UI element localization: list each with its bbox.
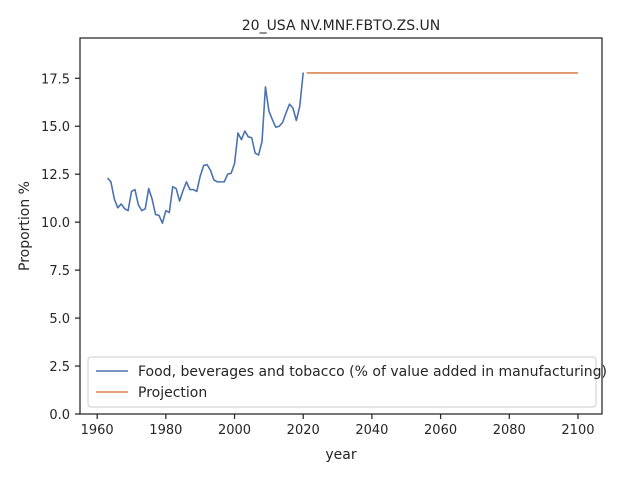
legend: Food, beverages and tobacco (% of value … (87, 356, 607, 408)
legend-label-series-2: Projection (138, 385, 207, 401)
x-tick-label: 1960 (81, 423, 114, 438)
y-tick-label: 17.5 (41, 72, 70, 87)
legend-label-series-1: Food, beverages and tobacco (% of value … (138, 364, 607, 380)
x-tick-label: 2040 (355, 423, 388, 438)
y-tick-label: 0.0 (49, 408, 70, 423)
x-tick-label: 2080 (493, 423, 526, 438)
y-axis-label: Proportion % (17, 181, 33, 271)
y-tick-label: 15.0 (41, 120, 70, 135)
plot-frame (79, 37, 603, 415)
y-tick-label: 5.0 (49, 312, 70, 327)
y-axis: 0.0 2.5 5.0 7.5 10.0 12.5 15.0 17.5 (41, 72, 80, 423)
y-tick-label: 12.5 (41, 168, 70, 183)
chart-title: 20_USA NV.MNF.FBTO.ZS.UN (242, 18, 441, 34)
x-tick-label: 2060 (424, 423, 457, 438)
x-tick-label: 2020 (287, 423, 320, 438)
y-tick-label: 10.0 (41, 216, 70, 231)
x-tick-label: 1980 (149, 423, 182, 438)
y-tick-label: 7.5 (49, 264, 70, 279)
legend-box (87, 356, 597, 408)
plot-area (80, 38, 602, 414)
x-tick-label: 2100 (561, 423, 594, 438)
x-axis: 1960 1980 2000 2020 2040 2060 2080 2100 (81, 414, 595, 438)
series-line-1 (106, 72, 305, 224)
x-axis-label: year (325, 447, 356, 463)
x-tick-label: 2000 (218, 423, 251, 438)
y-tick-label: 2.5 (49, 360, 70, 375)
series-layer (106, 72, 578, 224)
